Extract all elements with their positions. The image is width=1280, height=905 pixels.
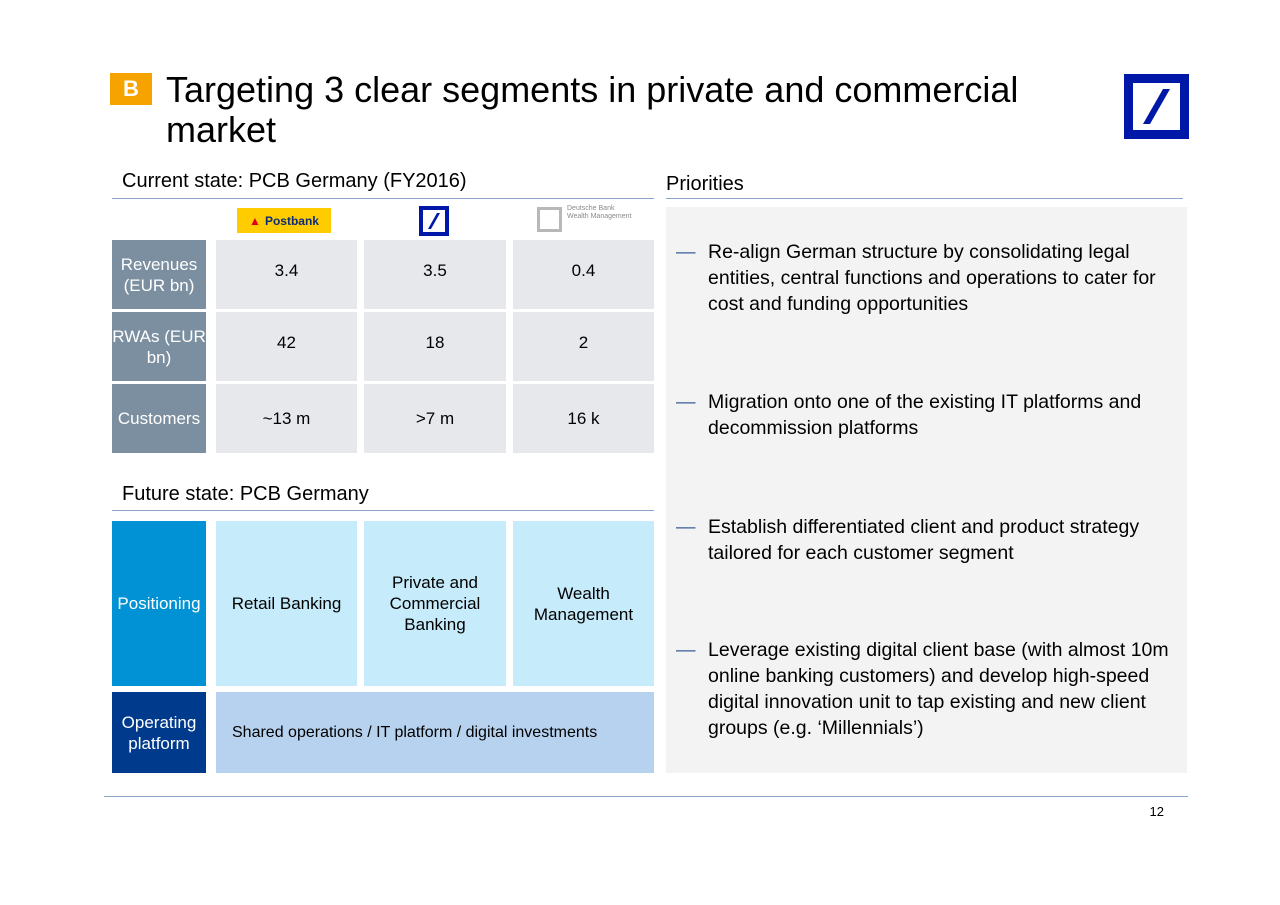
wealth-management-logo-mark <box>537 207 562 232</box>
priority-text: Re-align German structure by consolidati… <box>708 241 1156 315</box>
customers-deutsche-bank: >7 m <box>364 384 506 453</box>
operating-platform-value: Shared operations / IT platform / digita… <box>216 692 654 773</box>
revenues-wealth-management: 0.4 <box>513 240 654 309</box>
dash-bullet-icon: — <box>676 391 696 413</box>
positioning-private-commercial-banking: Private and Commercial Banking <box>364 521 506 686</box>
priority-item: — Leverage existing digital client base … <box>676 637 1176 741</box>
priority-item: — Establish differentiated client and pr… <box>676 514 1176 566</box>
footer-divider <box>104 796 1188 797</box>
dash-bullet-icon: — <box>676 639 696 661</box>
row-label-customers: Customers <box>112 384 206 453</box>
priorities-panel <box>666 207 1187 773</box>
priority-text: Migration onto one of the existing IT pl… <box>708 391 1142 439</box>
customers-postbank: ~13 m <box>216 384 357 453</box>
operating-platform-label: Operating platform <box>112 692 206 773</box>
revenues-deutsche-bank: 3.5 <box>364 240 506 309</box>
priority-item: — Migration onto one of the existing IT … <box>676 389 1176 441</box>
current-state-heading: Current state: PCB Germany (FY2016) <box>122 170 467 192</box>
wealth-management-logo: Deutsche Bank Wealth Management <box>537 205 637 235</box>
row-label-rwas: RWAs (EUR bn) <box>112 312 206 381</box>
priority-text: Leverage existing digital client base (w… <box>708 639 1169 739</box>
wm-logo-line-2: Wealth Management <box>567 213 632 220</box>
rwas-postbank: 42 <box>216 312 357 381</box>
deutsche-bank-logo <box>1124 74 1189 139</box>
deutsche-bank-small-logo <box>419 206 449 236</box>
page-number: 12 <box>1149 804 1164 819</box>
rwas-deutsche-bank: 18 <box>364 312 506 381</box>
section-badge: B <box>110 73 152 105</box>
current-state-divider <box>112 198 654 199</box>
priorities-heading: Priorities <box>666 173 744 195</box>
customers-wealth-management: 16 k <box>513 384 654 453</box>
priorities-divider <box>666 198 1183 199</box>
dash-bullet-icon: — <box>676 516 696 538</box>
priority-item: — Re-align German structure by consolida… <box>676 239 1176 317</box>
positioning-wealth-management: Wealth Management <box>513 521 654 686</box>
rwas-wealth-management: 2 <box>513 312 654 381</box>
postbank-logo-text: Postbank <box>264 213 319 228</box>
future-state-heading: Future state: PCB Germany <box>122 483 369 505</box>
future-state-divider <box>112 510 654 511</box>
postbank-logo: ▲ Postbank <box>237 208 331 233</box>
positioning-label: Positioning <box>112 521 206 686</box>
wm-logo-line-1: Deutsche Bank <box>567 205 615 212</box>
dash-bullet-icon: — <box>676 241 696 263</box>
revenues-postbank: 3.4 <box>216 240 357 309</box>
row-label-revenues: Revenues (EUR bn) <box>112 240 206 309</box>
priority-text: Establish differentiated client and prod… <box>708 516 1140 564</box>
page-title: Targeting 3 clear segments in private an… <box>166 69 1019 150</box>
positioning-retail-banking: Retail Banking <box>216 521 357 686</box>
